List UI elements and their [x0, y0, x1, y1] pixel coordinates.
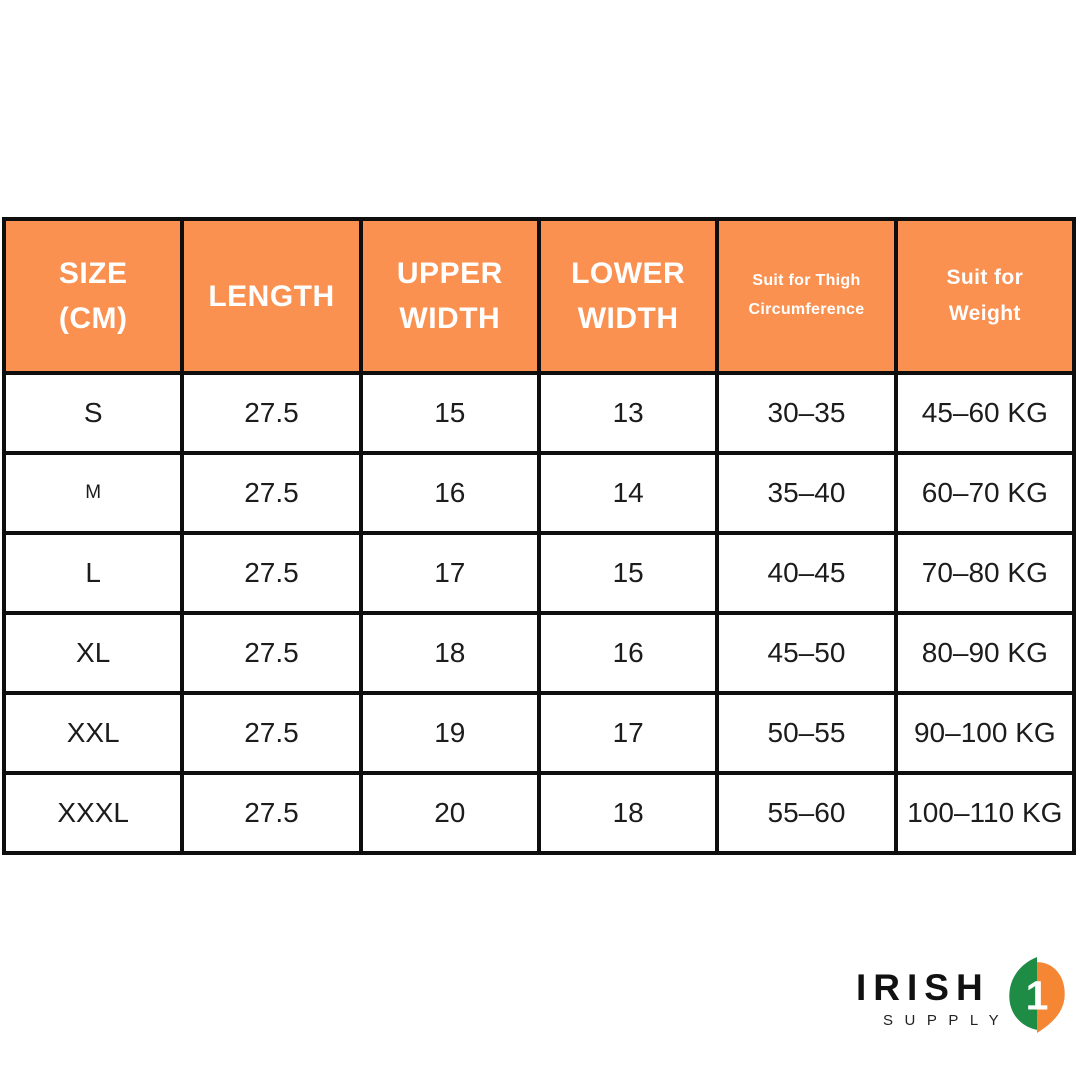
size-cell: XXL: [1, 691, 185, 775]
table-cell: 30–35: [715, 371, 898, 455]
size-cell: M: [1, 451, 185, 535]
table-cell: 15: [536, 531, 720, 615]
table-row: L 27.5 17 15 40–45 70–80 KG: [1, 531, 1077, 615]
header-row: SIZE (CM) LENGTH UPPER WIDTH LOWER WIDTH…: [1, 217, 1077, 375]
table-row: XXL 27.5 19 17 50–55 90–100 KG: [1, 691, 1077, 775]
table-row: XL 27.5 18 16 45–50 80–90 KG: [1, 611, 1077, 695]
header-label: SIZE (CM): [58, 257, 128, 335]
size-cell: XL: [1, 611, 185, 695]
header-length: LENGTH: [180, 217, 363, 375]
irish-supply-logo: IRISH SUPPLY 1: [856, 957, 1068, 1034]
table-cell: 55–60: [715, 771, 898, 855]
header-size-cm: SIZE (CM): [1, 217, 185, 375]
table-cell: 13: [536, 371, 720, 455]
table-cell: 45–60 KG: [893, 371, 1077, 455]
table-cell: 70–80 KG: [893, 531, 1077, 615]
table-cell: 90–100 KG: [893, 691, 1077, 775]
table-cell: 50–55: [715, 691, 898, 775]
table-cell: 15: [358, 371, 541, 455]
size-chart-table: SIZE (CM) LENGTH UPPER WIDTH LOWER WIDTH…: [1, 217, 1077, 855]
table-cell: 18: [536, 771, 720, 855]
logo-text-block: IRISH SUPPLY: [856, 969, 1010, 1028]
table-cell: 27.5: [180, 691, 363, 775]
header-label: Suit for Weight: [946, 266, 1024, 325]
logo-mark-digit: 1: [1026, 972, 1049, 1018]
table-cell: 35–40: [715, 451, 898, 535]
table-cell: 14: [536, 451, 720, 535]
header-lower-width: LOWER WIDTH: [536, 217, 720, 375]
table-cell: 45–50: [715, 611, 898, 695]
table-row: S 27.5 15 13 30–35 45–60 KG: [1, 371, 1077, 455]
table-cell: 80–90 KG: [893, 611, 1077, 695]
header-upper-width: UPPER WIDTH: [358, 217, 541, 375]
header-label: LENGTH: [208, 279, 335, 313]
green-orange-droplet-1-icon: 1: [1009, 957, 1065, 1033]
header-label: UPPER WIDTH: [396, 257, 503, 335]
table-cell: 17: [358, 531, 541, 615]
logo-brand-text: IRISH: [856, 966, 990, 1008]
table-cell: 40–45: [715, 531, 898, 615]
size-cell: S: [1, 371, 185, 455]
table-cell: 20: [358, 771, 541, 855]
table-cell: 27.5: [180, 771, 363, 855]
size-chart-header: SIZE (CM) LENGTH UPPER WIDTH LOWER WIDTH…: [1, 217, 1077, 375]
table-cell: 18: [358, 611, 541, 695]
table-cell: 27.5: [180, 531, 363, 615]
size-cell: L: [1, 531, 185, 615]
table-cell: 19: [358, 691, 541, 775]
table-cell: 27.5: [180, 371, 363, 455]
table-row: XXXL 27.5 20 18 55–60 100–110 KG: [1, 771, 1077, 855]
table-cell: 60–70 KG: [893, 451, 1077, 535]
logo-subtitle-text: SUPPLY: [883, 1011, 1011, 1029]
table-cell: 17: [536, 691, 720, 775]
table-cell: 27.5: [180, 451, 363, 535]
header-thigh-circumference: Suit for Thigh Circumference: [715, 217, 898, 375]
header-label: LOWER WIDTH: [571, 257, 686, 335]
table-cell: 16: [358, 451, 541, 535]
header-suit-weight: Suit for Weight: [893, 217, 1077, 375]
table-cell: 27.5: [180, 611, 363, 695]
size-table-body: S 27.5 15 13 30–35 45–60 KG M 27.5 16 14 35–40 60–7…: [1, 371, 1077, 855]
header-label: Suit for Thigh Circumference: [748, 272, 865, 318]
size-cell: XXXL: [1, 771, 185, 855]
table-cell: 100–110 KG: [893, 771, 1077, 855]
table-row: M 27.5 16 14 35–40 60–70 KG: [1, 451, 1077, 535]
table-cell: 16: [536, 611, 720, 695]
